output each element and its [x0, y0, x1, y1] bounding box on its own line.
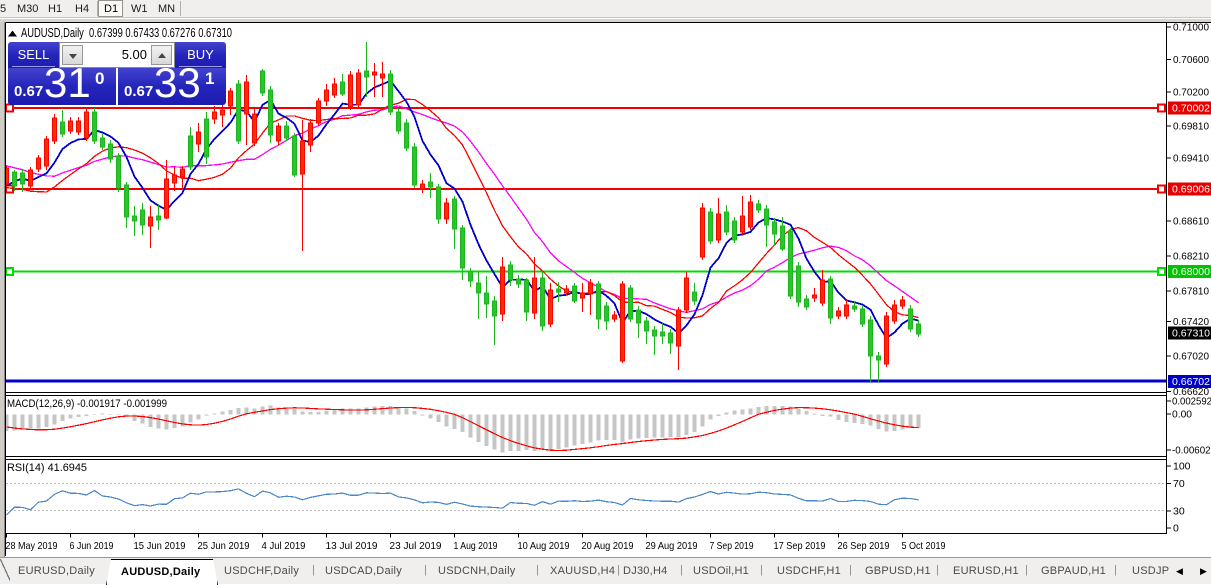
- svg-text:0.00: 0.00: [1172, 409, 1192, 421]
- svg-text:0: 0: [1173, 523, 1179, 535]
- svg-text:28 May 2019: 28 May 2019: [6, 540, 58, 552]
- svg-text:0.68210: 0.68210: [1173, 251, 1209, 263]
- svg-text:17 Sep 2019: 17 Sep 2019: [774, 540, 826, 552]
- svg-text:AUDUSD,Daily 0.67399 0.67433: AUDUSD,Daily 0.67399 0.67433 0.67276 0.6…: [21, 26, 232, 40]
- svg-text:26 Sep 2019: 26 Sep 2019: [838, 540, 890, 552]
- svg-text:-0.006029: -0.006029: [1172, 445, 1211, 457]
- svg-text:0.70200: 0.70200: [1173, 87, 1209, 99]
- svg-text:RSI(14) 41.6945: RSI(14) 41.6945: [7, 462, 87, 474]
- svg-text:70: 70: [1173, 478, 1185, 490]
- svg-text:0.70600: 0.70600: [1173, 54, 1209, 66]
- svg-text:20 Aug 2019: 20 Aug 2019: [582, 540, 634, 552]
- svg-text:0.69810: 0.69810: [1173, 121, 1209, 133]
- svg-text:25 Jun 2019: 25 Jun 2019: [198, 540, 250, 552]
- svg-text:0.70002: 0.70002: [1172, 103, 1210, 115]
- svg-text:29 Aug 2019: 29 Aug 2019: [646, 540, 698, 552]
- svg-text:0.69006: 0.69006: [1172, 184, 1210, 196]
- svg-text:MACD(12,26,9) -0.001917 -0.001: MACD(12,26,9) -0.001917 -0.001999: [7, 398, 167, 410]
- svg-text:0.68610: 0.68610: [1173, 216, 1209, 228]
- svg-text:0.69410: 0.69410: [1173, 153, 1209, 165]
- svg-text:0.67310: 0.67310: [1172, 328, 1210, 340]
- svg-text:0.67020: 0.67020: [1173, 351, 1209, 363]
- svg-text:0.002592: 0.002592: [1172, 396, 1211, 408]
- svg-text:0.71000: 0.71000: [1173, 22, 1209, 34]
- svg-text:4 Jul 2019: 4 Jul 2019: [262, 540, 306, 552]
- svg-text:10 Aug 2019: 10 Aug 2019: [518, 540, 570, 552]
- svg-text:7 Sep 2019: 7 Sep 2019: [710, 540, 754, 552]
- svg-text:0.66702: 0.66702: [1172, 376, 1210, 388]
- svg-text:6 Jun 2019: 6 Jun 2019: [70, 540, 114, 552]
- svg-text:23 Jul 2019: 23 Jul 2019: [390, 540, 442, 552]
- svg-text:0.67810: 0.67810: [1173, 286, 1209, 298]
- svg-text:5 Oct 2019: 5 Oct 2019: [902, 540, 946, 552]
- svg-text:30: 30: [1173, 506, 1185, 518]
- svg-text:1 Aug 2019: 1 Aug 2019: [454, 540, 498, 552]
- svg-text:0.66620: 0.66620: [1173, 386, 1209, 398]
- svg-text:100: 100: [1173, 461, 1191, 473]
- svg-text:0.68000: 0.68000: [1172, 266, 1210, 278]
- svg-text:0.67420: 0.67420: [1173, 316, 1209, 328]
- svg-text:15 Jun 2019: 15 Jun 2019: [134, 540, 186, 552]
- svg-text:13 Jul 2019: 13 Jul 2019: [326, 540, 378, 552]
